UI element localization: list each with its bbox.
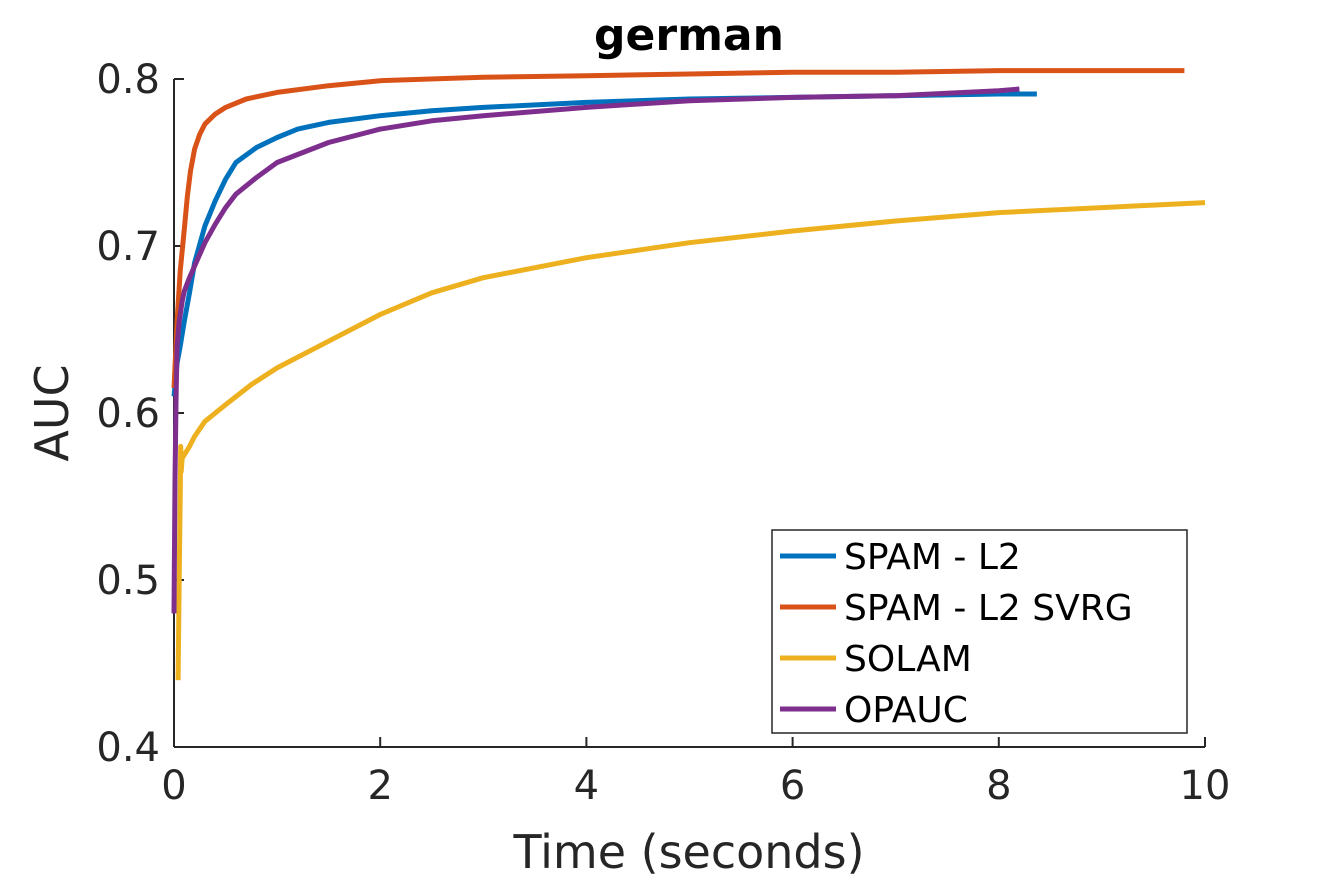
chart-title: german — [594, 10, 784, 61]
x-tick-label: 8 — [986, 763, 1011, 809]
y-ticks: 0.4 0.5 0.6 0.7 0.8 — [96, 57, 184, 771]
x-tick-label: 4 — [574, 763, 599, 809]
plot-area: 0 2 4 6 8 10 0.4 0.5 0.6 0.7 0.8 — [96, 57, 1230, 809]
legend-label-2: SPAM - L2 SVRG — [844, 588, 1133, 629]
x-tick-label: 10 — [1180, 763, 1231, 809]
y-tick-label: 0.4 — [96, 725, 160, 771]
series-line-2 — [171, 68, 1185, 389]
legend: SPAM - L2 SPAM - L2 SVRG SOLAM OPAUC — [771, 529, 1188, 734]
x-ticks: 0 2 4 6 8 10 — [161, 737, 1230, 809]
x-axis-label: Time (seconds) — [512, 825, 864, 879]
x-tick-label: 0 — [161, 763, 186, 809]
y-axis-label: AUC — [25, 364, 79, 461]
series-lines — [171, 68, 1206, 681]
x-tick-label: 2 — [367, 763, 392, 809]
series-line-3 — [175, 200, 1206, 681]
y-tick-label: 0.6 — [96, 391, 160, 437]
legend-label-4: OPAUC — [844, 690, 968, 731]
x-tick-label: 6 — [780, 763, 805, 809]
legend-label-1: SPAM - L2 — [844, 537, 1021, 578]
legend-label-3: SOLAM — [844, 639, 972, 680]
legend-items: SPAM - L2 SPAM - L2 SVRG SOLAM OPAUC — [780, 537, 1133, 731]
y-tick-label: 0.8 — [96, 57, 160, 103]
y-tick-label: 0.7 — [96, 224, 160, 270]
legend-box — [771, 529, 1188, 734]
series-line-4 — [171, 86, 1020, 614]
series-line-1 — [171, 91, 1037, 397]
y-tick-label: 0.5 — [96, 558, 160, 604]
